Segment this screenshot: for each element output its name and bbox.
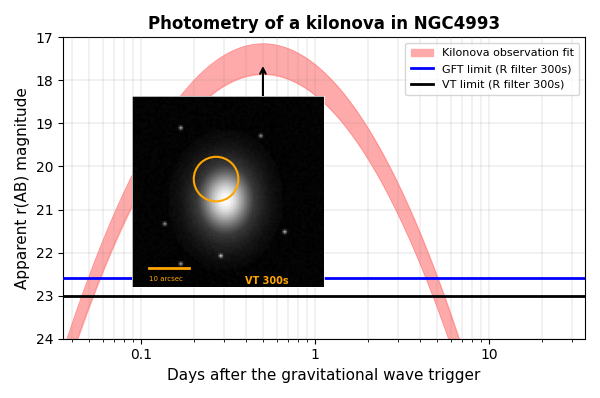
Title: Photometry of a kilonova in NGC4993: Photometry of a kilonova in NGC4993 <box>148 15 500 33</box>
X-axis label: Days after the gravitational wave trigger: Days after the gravitational wave trigge… <box>167 368 481 383</box>
Legend: Kilonova observation fit, GFT limit (R filter 300s), VT limit (R filter 300s): Kilonova observation fit, GFT limit (R f… <box>405 43 580 95</box>
Text: 10 arcsec: 10 arcsec <box>149 276 183 282</box>
Y-axis label: Apparent r(AB) magnitude: Apparent r(AB) magnitude <box>15 87 30 289</box>
Text: VT 300s: VT 300s <box>245 276 289 286</box>
